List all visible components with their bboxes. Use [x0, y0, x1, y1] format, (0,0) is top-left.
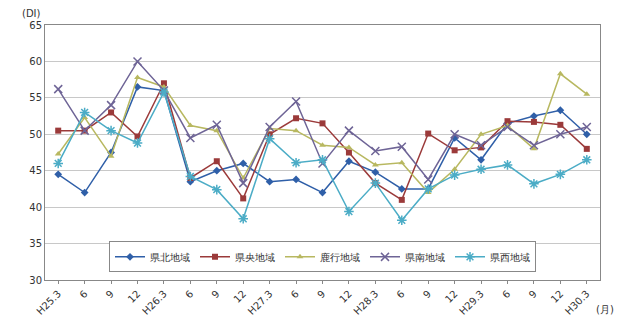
svg-text:9: 9	[527, 288, 539, 300]
svg-text:30: 30	[29, 275, 42, 286]
svg-text:9: 9	[421, 288, 433, 300]
svg-text:45: 45	[29, 165, 42, 176]
svg-text:H27.3: H27.3	[246, 288, 275, 317]
svg-text:65: 65	[29, 20, 42, 31]
svg-text:6: 6	[289, 288, 301, 300]
svg-text:H28.3: H28.3	[351, 288, 380, 317]
svg-text:県南地域: 県南地域	[405, 252, 445, 263]
svg-text:6: 6	[500, 288, 512, 300]
svg-text:12: 12	[443, 288, 460, 305]
svg-text:60: 60	[29, 56, 42, 67]
svg-text:50: 50	[29, 129, 42, 140]
svg-text:40: 40	[29, 202, 42, 213]
svg-text:12: 12	[231, 288, 248, 305]
svg-text:6: 6	[77, 288, 89, 300]
svg-text:鹿行地域: 鹿行地域	[320, 252, 360, 263]
svg-text:9: 9	[104, 288, 116, 300]
svg-text:H25.3: H25.3	[34, 288, 63, 317]
svg-text:55: 55	[29, 92, 42, 103]
svg-text:9: 9	[209, 288, 221, 300]
svg-text:県北地域: 県北地域	[150, 252, 190, 263]
svg-text:12: 12	[549, 288, 566, 305]
svg-text:9: 9	[315, 288, 327, 300]
svg-text:H30.3: H30.3	[563, 288, 592, 317]
svg-text:35: 35	[29, 238, 42, 249]
svg-text:6: 6	[394, 288, 406, 300]
svg-text:H29.3: H29.3	[457, 288, 486, 317]
svg-text:6: 6	[183, 288, 195, 300]
svg-text:H26.3: H26.3	[140, 288, 169, 317]
svg-text:(月): (月)	[596, 304, 614, 315]
svg-text:県央地域: 県央地域	[235, 252, 275, 263]
svg-text:(DI): (DI)	[22, 8, 41, 19]
svg-text:県西地域: 県西地域	[490, 252, 530, 263]
svg-text:12: 12	[126, 288, 143, 305]
svg-text:12: 12	[337, 288, 354, 305]
